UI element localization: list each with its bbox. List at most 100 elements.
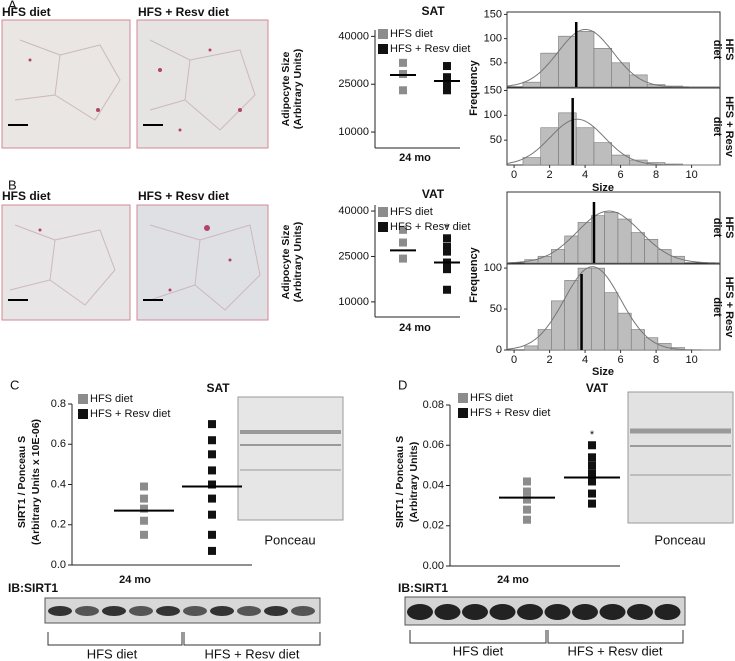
band xyxy=(627,604,653,620)
data-point xyxy=(523,487,531,496)
histogram-bar xyxy=(537,329,552,351)
data-point xyxy=(588,499,596,508)
plot-frame xyxy=(506,87,721,166)
blot-label: IB:SIRT1 xyxy=(398,581,448,595)
panel-side-label: diet xyxy=(711,297,723,317)
histogram-bar xyxy=(537,255,552,264)
band xyxy=(462,604,488,620)
data-point xyxy=(399,225,407,234)
data-point xyxy=(443,242,451,251)
micrographs xyxy=(1,19,269,321)
panel-letter: D xyxy=(398,377,407,392)
y-tick-label: 150 xyxy=(484,84,502,96)
scale-bars xyxy=(8,124,163,301)
histogram-bar xyxy=(604,211,619,264)
histogram-bar xyxy=(644,337,659,351)
data-point xyxy=(399,58,407,67)
data-point xyxy=(208,530,216,539)
data-point xyxy=(208,436,216,445)
significance-mark: * xyxy=(590,429,595,441)
micrograph xyxy=(136,19,269,149)
y-axis-label: Adipocyte Size xyxy=(280,51,292,126)
chart-title: VAT xyxy=(422,187,445,201)
data-point xyxy=(523,477,531,486)
data-point xyxy=(588,461,596,470)
histogram-bar xyxy=(575,31,595,88)
fit-curve xyxy=(506,118,720,166)
panel-letter: A xyxy=(8,0,17,12)
histogram-bar xyxy=(524,345,539,351)
y-axis-label: (Arbitrary Units) xyxy=(292,222,304,303)
histogram-bar xyxy=(558,35,577,88)
y-axis-label: (Arbitrary Units) xyxy=(292,49,304,130)
band xyxy=(291,606,315,616)
x-tick-label: 4 xyxy=(582,354,588,366)
legend-marker xyxy=(458,393,468,403)
panel-side-label: HFS xyxy=(723,217,735,239)
band xyxy=(434,604,461,620)
y-axis-label: Frequency xyxy=(468,246,480,303)
y-tick-label: 25000 xyxy=(338,78,369,90)
y-tick-label: 0.00 xyxy=(423,560,444,572)
y-tick-label: 0.06 xyxy=(423,439,444,451)
legend-label: HFS + Resv diet xyxy=(90,408,170,420)
ponceau-image xyxy=(627,391,734,524)
histogram-bar xyxy=(593,142,613,166)
panel-side-label: diet xyxy=(711,40,723,60)
histogram-bar xyxy=(564,280,579,351)
data-point xyxy=(523,515,531,524)
x-tick-label: 0 xyxy=(511,354,517,366)
ponceau-label: Ponceau xyxy=(264,532,315,547)
y-axis-label: (Arbitrary Units) xyxy=(408,442,420,523)
y-tick-label: 50 xyxy=(490,57,502,69)
y-tick-label: 0 xyxy=(496,344,502,356)
histogram-bar xyxy=(540,127,559,166)
histogram-bar xyxy=(522,157,542,166)
x-tick-label: 0 xyxy=(511,169,517,181)
data-point xyxy=(208,510,216,519)
fit-curve xyxy=(506,266,720,351)
y-tick-label: 0.8 xyxy=(51,398,66,410)
y-axis-label: Frequency xyxy=(468,59,480,116)
data-point xyxy=(140,530,148,539)
data-point xyxy=(399,238,407,247)
y-tick-label: 0.02 xyxy=(423,520,444,532)
image-caption: HFS + Resv diet xyxy=(138,189,229,203)
data-point xyxy=(588,477,596,486)
histogram-bar xyxy=(577,267,592,351)
ponceau-image xyxy=(237,396,344,521)
legend-label: HFS + Resv diet xyxy=(390,221,470,233)
band xyxy=(183,606,207,616)
band xyxy=(407,604,433,620)
data-point xyxy=(140,516,148,525)
image-caption: HFS diet xyxy=(2,189,51,203)
y-tick-label: 100 xyxy=(484,33,502,45)
x-tick-label: 8 xyxy=(653,354,659,366)
data-point xyxy=(443,73,451,82)
blot-bands xyxy=(48,604,681,620)
data-point xyxy=(588,441,596,450)
x-tick-label: 2 xyxy=(547,169,553,181)
x-tick-label: 2 xyxy=(547,354,553,366)
group-brackets xyxy=(47,630,684,646)
x-tick-label: 8 xyxy=(653,169,659,181)
band xyxy=(75,606,99,616)
histogram-bar xyxy=(564,235,579,264)
chart-title: SAT xyxy=(421,4,445,18)
data-point xyxy=(443,265,451,274)
y-tick-label: 0.0 xyxy=(51,559,66,571)
y-tick-label: 10000 xyxy=(338,126,369,138)
panel-side-label: diet xyxy=(711,218,723,238)
group-label: HFS diet xyxy=(87,646,138,661)
legend-label: HFS diet xyxy=(90,393,133,405)
image-caption: HFS + Resv diet xyxy=(138,5,229,19)
histogram-bar xyxy=(617,218,632,264)
x-axis-label: Size xyxy=(592,366,614,378)
x-axis-label: 24 mo xyxy=(399,152,431,164)
band xyxy=(237,606,261,616)
legend-marker xyxy=(378,29,388,39)
band xyxy=(156,606,180,616)
histogram-bar xyxy=(604,292,619,351)
histogram-bar xyxy=(522,81,542,88)
